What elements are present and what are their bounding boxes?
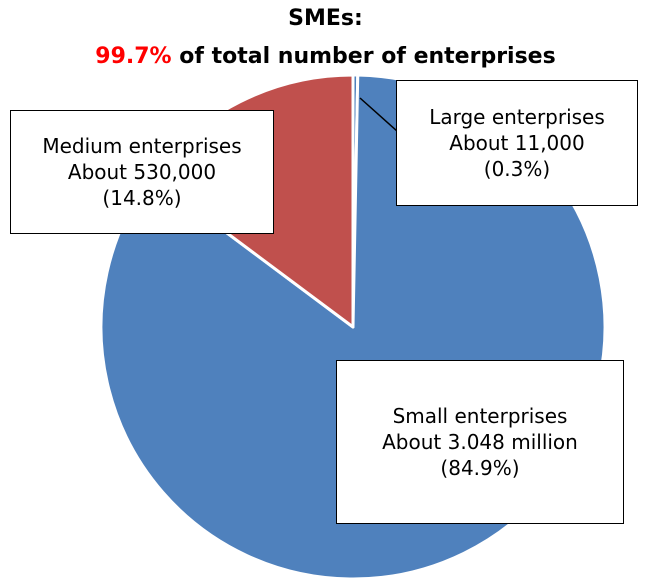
chart-title-highlight: 99.7% [95, 44, 172, 69]
chart-title-rest: of total number of enterprises [171, 44, 556, 69]
data-label-small-name: Small enterprises [392, 404, 568, 428]
data-label-large-percent: (0.3%) [483, 157, 551, 181]
data-label-medium-percent: (14.8%) [102, 186, 182, 210]
data-label-small-percent: (84.9%) [440, 456, 520, 480]
chart-title-line2: 99.7% of total number of enterprises [0, 44, 651, 70]
data-label-medium: Medium enterprises About 530,000 (14.8%) [10, 110, 274, 234]
data-label-large-name: Large enterprises [429, 105, 605, 129]
chart-title-line1: SMEs: [288, 6, 363, 31]
data-label-medium-count: About 530,000 [67, 160, 217, 184]
data-label-small-count: About 3.048 million [382, 430, 578, 454]
data-label-small: Small enterprises About 3.048 million (8… [336, 360, 624, 524]
data-label-large-count: About 11,000 [449, 131, 585, 155]
data-label-medium-name: Medium enterprises [42, 134, 242, 158]
data-label-large: Large enterprises About 11,000 (0.3%) [396, 80, 638, 206]
